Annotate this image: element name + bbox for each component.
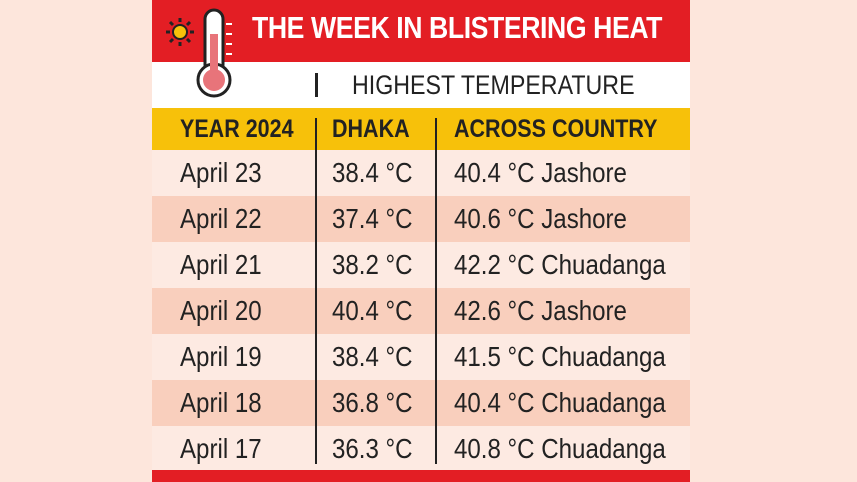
table-cell: 38.2 °C — [332, 249, 413, 280]
footer-band — [152, 470, 690, 482]
table-cell: April 19 — [180, 341, 262, 372]
subtitle-band — [152, 62, 690, 108]
table-cell: 42.6 °C Jashore — [454, 295, 627, 326]
table-cell: April 20 — [180, 295, 262, 326]
column-header: ACROSS COUNTRY — [454, 115, 658, 143]
column-header: DHAKA — [332, 115, 410, 143]
table-cell: 40.4 °C — [332, 295, 413, 326]
table-cell: 40.6 °C Jashore — [454, 203, 627, 234]
table-cell: April 22 — [180, 203, 262, 234]
table-row: April 20 40.4 °C 42.6 °C Jashore — [152, 288, 690, 334]
table-cell: 41.5 °C Chuadanga — [454, 341, 666, 372]
thermometer-icon — [166, 8, 232, 98]
table-cell: 36.3 °C — [332, 433, 413, 464]
table-cell: 40.4 °C Chuadanga — [454, 387, 666, 418]
table-row: April 19 38.4 °C 41.5 °C Chuadanga — [152, 334, 690, 380]
table-cell: April 21 — [180, 249, 262, 280]
infographic: THE WEEK IN BLISTERING HEAT HIGHEST TEMP… — [152, 0, 690, 482]
divider — [315, 73, 318, 97]
table-cell: 36.8 °C — [332, 387, 413, 418]
table-cell: 42.2 °C Chuadanga — [454, 249, 666, 280]
table-cell: 40.4 °C Jashore — [454, 157, 627, 188]
column-divider — [315, 118, 317, 464]
table-cell: April 18 — [180, 387, 262, 418]
table-row: April 17 36.3 °C 40.8 °C Chuadanga — [152, 426, 690, 472]
title: THE WEEK IN BLISTERING HEAT — [252, 10, 663, 45]
table-row: April 22 37.4 °C 40.6 °C Jashore — [152, 196, 690, 242]
table-cell: 38.4 °C — [332, 157, 413, 188]
table-cell: April 23 — [180, 157, 262, 188]
column-divider — [435, 118, 437, 464]
table-cell: 37.4 °C — [332, 203, 413, 234]
column-header: YEAR 2024 — [180, 115, 294, 143]
table-row: April 18 36.8 °C 40.4 °C Chuadanga — [152, 380, 690, 426]
subtitle: HIGHEST TEMPERATURE — [352, 70, 635, 100]
table-cell: 40.8 °C Chuadanga — [454, 433, 666, 464]
title-band: THE WEEK IN BLISTERING HEAT — [152, 0, 690, 62]
table-row: April 23 38.4 °C 40.4 °C Jashore — [152, 150, 690, 196]
table-row: April 21 38.2 °C 42.2 °C Chuadanga — [152, 242, 690, 288]
table-cell: 38.4 °C — [332, 341, 413, 372]
table-cell: April 17 — [180, 433, 262, 464]
header-row: YEAR 2024 DHAKA ACROSS COUNTRY — [152, 108, 690, 150]
